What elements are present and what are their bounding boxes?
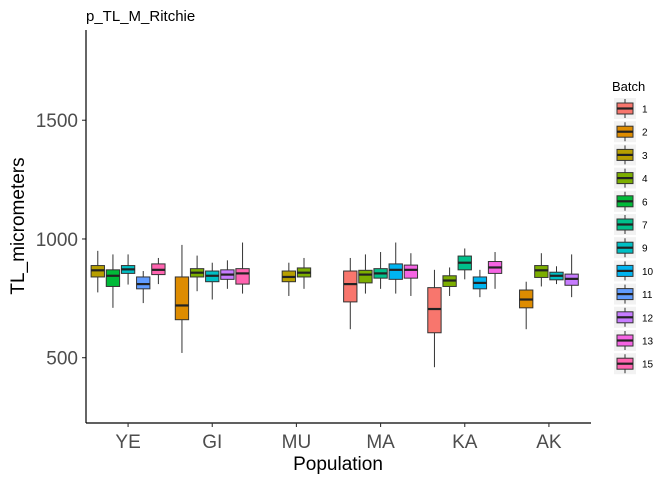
iqr-box <box>403 264 419 279</box>
iqr-box <box>235 268 250 285</box>
iqr-box <box>388 263 403 280</box>
legend-label: 2 <box>642 128 648 139</box>
x-tick-label: GI <box>202 432 222 453</box>
y-axis-title: TL_micrometers <box>8 157 29 294</box>
y-tick-label: 1000 <box>36 230 78 251</box>
box-layer <box>90 242 579 368</box>
box-AK-batch-9 <box>549 266 564 285</box>
legend-label: 15 <box>642 360 654 371</box>
box-GI-batch-2 <box>174 244 190 353</box>
box-AK-batch-4 <box>534 253 549 287</box>
box-YE-batch-9 <box>120 254 136 285</box>
box-MA-batch-1 <box>343 257 358 330</box>
box-MA-batch-7 <box>373 252 388 289</box>
legend-key-batch-3 <box>614 144 636 166</box>
box-MA-batch-4 <box>358 254 373 294</box>
box-YE-batch-3 <box>90 250 105 293</box>
box-AK-batch-2 <box>519 281 534 330</box>
legend-title: Batch <box>612 79 645 94</box>
box-KA-batch-4 <box>442 267 457 296</box>
legend-key-batch-1 <box>614 98 636 119</box>
chart-title: p_TL_M_Ritchie <box>86 8 195 25</box>
legend-label: 6 <box>642 197 648 208</box>
legend-key-batch-10 <box>614 260 636 282</box>
x-tick-label: AK <box>536 432 562 453</box>
box-MA-batch-13 <box>403 253 419 296</box>
box-KA-batch-13 <box>487 252 503 289</box>
y-tick-label: 1500 <box>36 111 78 132</box>
legend-key-batch-2 <box>614 121 636 143</box>
box-YE-batch-11 <box>136 271 151 304</box>
box-GI-batch-9 <box>205 262 220 300</box>
box-KA-batch-10 <box>472 269 488 298</box>
iqr-box <box>358 269 373 284</box>
iqr-box <box>174 276 190 321</box>
legend-label: 4 <box>642 174 648 185</box>
x-tick-label: KA <box>452 432 478 453</box>
legend-key-batch-13 <box>614 330 636 351</box>
box-MU-batch-4 <box>296 257 312 289</box>
box-KA-batch-7 <box>457 248 472 280</box>
box-MA-batch-10 <box>388 242 403 294</box>
legend-key-batch-7 <box>614 214 636 235</box>
x-tick-label: YE <box>115 432 140 453</box>
legend-label: 7 <box>642 221 648 232</box>
iqr-box <box>343 270 358 303</box>
legend-key-batch-15 <box>614 353 636 375</box>
y-axis-ticks: 500 1000 1500 <box>36 111 86 370</box>
iqr-box <box>136 276 151 290</box>
box-GI-batch-15 <box>235 242 250 294</box>
x-tick-label: MU <box>282 432 312 453</box>
legend-key-batch-9 <box>614 237 636 259</box>
box-GI-batch-4 <box>189 255 205 292</box>
legend-label: 1 <box>642 105 648 116</box>
x-tick-label: MA <box>366 432 395 453</box>
iqr-box <box>534 265 549 278</box>
box-KA-batch-1 <box>427 269 442 368</box>
legend-label: 3 <box>642 151 648 162</box>
x-axis-ticks: YE GI MU MA KA AK <box>115 423 562 453</box>
y-tick-label: 500 <box>46 349 78 370</box>
legend-label: 12 <box>642 313 654 324</box>
box-MU-batch-3 <box>281 262 297 296</box>
legend-label: 13 <box>642 337 654 348</box>
box-YE-batch-6 <box>105 254 121 308</box>
x-axis-title: Population <box>293 454 383 475</box>
legend-label: 11 <box>642 290 653 301</box>
legend-key-batch-4 <box>614 167 636 189</box>
box-GI-batch-12 <box>220 260 235 289</box>
box-YE-batch-15 <box>151 257 166 285</box>
legend-label: 10 <box>642 267 654 278</box>
legend-key-batch-12 <box>614 306 636 328</box>
iqr-box <box>427 287 442 334</box>
legend-key-batch-6 <box>614 190 636 212</box>
legend-label: 9 <box>642 244 648 255</box>
iqr-box <box>105 269 121 287</box>
legend-key-batch-11 <box>614 283 636 305</box>
box-AK-batch-12 <box>564 254 579 298</box>
